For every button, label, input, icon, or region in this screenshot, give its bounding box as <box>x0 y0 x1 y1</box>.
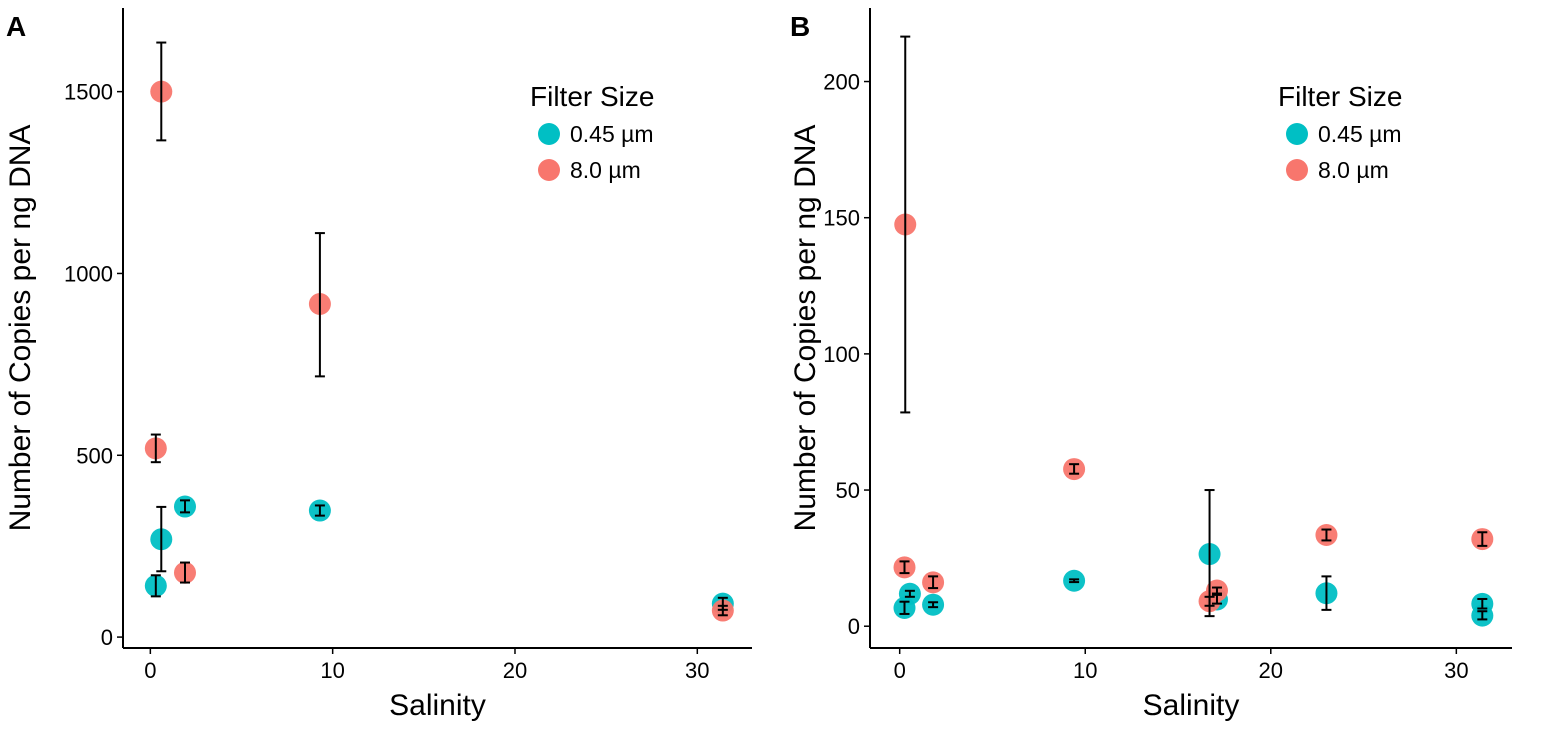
legend-key-teal <box>1286 123 1308 145</box>
panel-b: B 0 50 100 150 200 0 10 20 30 Salinity Number of Co… <box>789 8 1512 722</box>
y-tick-label: 150 <box>823 206 860 231</box>
legend-title: Filter Size <box>530 81 654 112</box>
x-tick-label: 30 <box>685 658 709 683</box>
y-tick-label: 0 <box>101 625 113 650</box>
legend-key-red <box>538 159 560 181</box>
x-tick-label: 30 <box>1444 658 1468 683</box>
legend-key-red <box>1286 159 1308 181</box>
y-tick-label: 200 <box>823 70 860 95</box>
legend-label: 8.0 µm <box>570 157 641 183</box>
y-tick-label: 100 <box>823 342 860 367</box>
y-tick-label: 0 <box>848 614 860 639</box>
panel-a: A 0 500 1000 1500 0 10 20 30 Salinity Number of Co… <box>4 8 752 722</box>
x-tick-label: 10 <box>320 658 344 683</box>
legend: Filter Size 0.45 µm 8.0 µm <box>530 81 654 183</box>
legend-label: 0.45 µm <box>1318 121 1402 147</box>
y-tick-label: 1000 <box>64 261 113 286</box>
y-tick-label: 50 <box>836 478 860 503</box>
panel-label: B <box>790 11 810 42</box>
panel-label: A <box>6 11 26 42</box>
y-axis-title: Number of Copies per ng DNA <box>789 125 822 532</box>
x-tick-label: 20 <box>503 658 527 683</box>
y-tick-label: 500 <box>76 443 113 468</box>
y-axis-title: Number of Copies per ng DNA <box>4 125 37 532</box>
legend-label: 8.0 µm <box>1318 157 1389 183</box>
x-tick-label: 10 <box>1073 658 1097 683</box>
legend-label: 0.45 µm <box>570 121 654 147</box>
y-tick-label: 1500 <box>64 80 113 105</box>
legend: Filter Size 0.45 µm 8.0 µm <box>1278 81 1402 183</box>
x-tick-label: 0 <box>894 658 906 683</box>
x-axis-title: Salinity <box>1143 689 1240 722</box>
legend-key-teal <box>538 123 560 145</box>
x-tick-label: 0 <box>144 658 156 683</box>
legend-title: Filter Size <box>1278 81 1402 112</box>
x-axis-title: Salinity <box>389 689 486 722</box>
x-tick-label: 20 <box>1259 658 1283 683</box>
